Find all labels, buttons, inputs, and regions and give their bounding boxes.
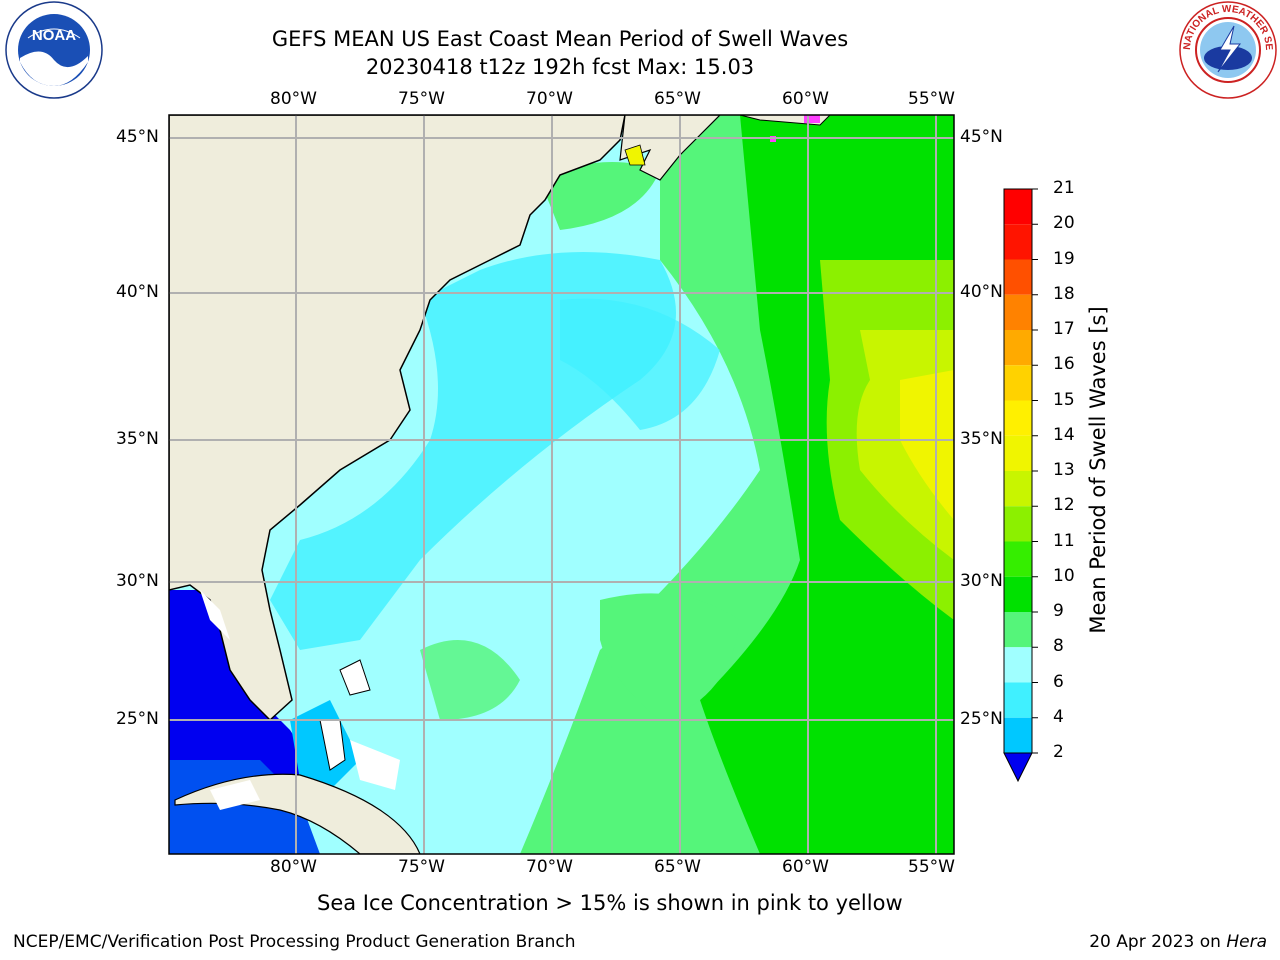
colorbar-tick-label: 14 — [1053, 424, 1075, 445]
footer-date: 20 Apr 2023 on Hera — [1089, 932, 1267, 952]
lat-label-left: 35°N — [116, 429, 159, 449]
footer-credit: NCEP/EMC/Verification Post Processing Pr… — [13, 932, 576, 952]
lon-label-bottom: 55°W — [908, 857, 955, 877]
nws-logo-icon: NATIONAL WEATHER SERVICE — [1176, 0, 1277, 99]
lat-label-right: 45°N — [960, 127, 1003, 147]
colorbar-segment — [1004, 400, 1032, 436]
noaa-logo-icon: NOAA — [5, 1, 103, 99]
lon-label-top: 80°W — [270, 89, 317, 109]
footer-host: Hera — [1226, 932, 1267, 952]
colorbar-tick-label: 9 — [1053, 601, 1064, 621]
colorbar-segment — [1004, 224, 1032, 260]
footer-date-text: 20 Apr 2023 on — [1089, 932, 1227, 952]
colorbar-segment — [1004, 576, 1032, 612]
lat-label-right: 40°N — [960, 282, 1003, 302]
map-title: GEFS MEAN US East Coast Mean Period of S… — [271, 27, 849, 51]
colorbar-tick-label: 13 — [1053, 460, 1075, 480]
lon-label-bottom: 65°W — [654, 857, 701, 877]
colorbar-segment — [1004, 435, 1032, 471]
lon-label-top: 75°W — [398, 89, 445, 109]
colorbar-segment — [1004, 647, 1032, 683]
colorbar-segment — [1004, 294, 1032, 330]
lat-label-left: 45°N — [116, 127, 159, 147]
lat-label-right: 25°N — [960, 709, 1003, 729]
colorbar-tick-label: 17 — [1053, 319, 1075, 339]
colorbar-segment — [1004, 365, 1032, 401]
colorbar-tick-label: 11 — [1053, 530, 1075, 551]
lat-label-left: 40°N — [116, 282, 159, 302]
colorbar-tick-label: 16 — [1053, 354, 1075, 375]
colorbar-segment — [1004, 682, 1032, 718]
colorbar-label: Mean Period of Swell Waves [s] — [1086, 306, 1110, 634]
colorbar-tick-label: 4 — [1053, 706, 1064, 727]
colorbar-tick-label: 8 — [1053, 636, 1064, 657]
colorbar-segment — [1004, 189, 1032, 225]
colorbar-tick-label: 12 — [1053, 495, 1075, 516]
lat-label-left: 25°N — [116, 709, 159, 729]
lon-label-bottom: 80°W — [270, 857, 317, 877]
lat-label-left: 30°N — [116, 571, 159, 591]
colorbar-tick-label: 15 — [1053, 389, 1075, 410]
colorbar — [1003, 188, 1038, 783]
colorbar-segment — [1004, 330, 1032, 366]
sea-ice-note: Sea Ice Concentration > 15% is shown in … — [317, 891, 903, 915]
lon-label-bottom: 75°W — [398, 857, 445, 877]
colorbar-tick-label: 21 — [1053, 178, 1075, 198]
colorbar-tick-label: 18 — [1053, 283, 1075, 304]
lat-label-right: 30°N — [960, 571, 1003, 591]
colorbar-tick-label: 6 — [1053, 671, 1064, 692]
lon-label-top: 55°W — [908, 89, 955, 109]
lon-label-bottom: 60°W — [782, 857, 829, 877]
lon-label-top: 60°W — [782, 89, 829, 109]
colorbar-tick-label: 10 — [1053, 565, 1075, 586]
lon-label-top: 70°W — [526, 89, 573, 109]
colorbar-under-arrow — [1003, 752, 1033, 783]
noaa-logo-text: NOAA — [32, 27, 76, 44]
colorbar-segment — [1004, 259, 1032, 295]
colorbar-segment — [1004, 612, 1032, 648]
colorbar-tick-label: 19 — [1053, 248, 1075, 269]
forecast-subtitle: 20230418 t12z 192h fcst Max: 15.03 — [365, 55, 755, 79]
colorbar-tick-label: 20 — [1053, 213, 1075, 234]
lon-label-bottom: 70°W — [526, 857, 573, 877]
colorbar-segment — [1004, 471, 1032, 507]
colorbar-segment — [1004, 717, 1032, 753]
colorbar-segment — [1004, 541, 1032, 577]
colorbar-tick-label: 2 — [1053, 742, 1064, 762]
lon-label-top: 65°W — [654, 89, 701, 109]
lat-label-right: 35°N — [960, 429, 1003, 449]
colorbar-segment — [1004, 506, 1032, 542]
